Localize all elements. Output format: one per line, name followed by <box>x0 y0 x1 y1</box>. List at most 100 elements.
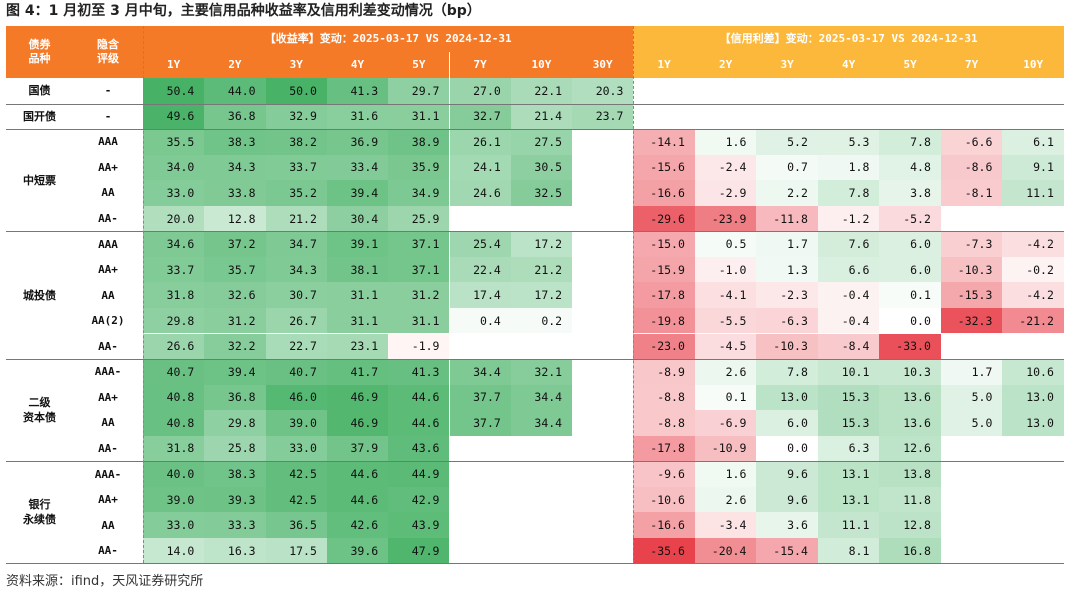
spread-value-cell: 10.3 <box>879 359 941 385</box>
yield-value-cell: 14.0 <box>143 537 205 564</box>
spread-value-cell: -0.4 <box>817 282 880 308</box>
spread-value-cell: 10.1 <box>817 359 880 385</box>
yield-tenor-header: 10Y <box>510 52 573 78</box>
spread-value-cell: -8.8 <box>633 410 695 436</box>
spread-value-cell: 0.7 <box>756 154 818 181</box>
yield-value-cell: 33.8 <box>204 180 266 206</box>
yield-value-cell: 42.9 <box>388 486 450 513</box>
yield-value-cell: 0.4 <box>449 307 511 334</box>
yield-value-cell: 32.5 <box>510 180 573 206</box>
spread-value-cell: 2.6 <box>694 359 757 385</box>
yield-value-cell: 50.0 <box>265 78 327 104</box>
yield-value-cell: 31.1 <box>326 307 389 334</box>
spread-value-cell: 0.1 <box>879 282 941 308</box>
spread-value-cell: -15.3 <box>940 282 1003 308</box>
yield-value-cell: 34.3 <box>265 256 327 283</box>
yield-value-cell: 38.9 <box>388 129 450 155</box>
yield-value-cell: 22.4 <box>449 256 511 283</box>
yield-value-cell: 30.5 <box>510 154 573 181</box>
spread-value-cell: 5.0 <box>940 384 1003 411</box>
spread-value-cell: -0.4 <box>817 307 880 334</box>
yield-value-cell: 35.5 <box>143 129 205 155</box>
yield-value-cell: 34.6 <box>143 231 205 257</box>
spread-value-cell: -15.4 <box>756 537 818 564</box>
yield-value-cell: 31.8 <box>143 435 205 462</box>
yield-value-cell: 29.8 <box>204 410 266 436</box>
spread-value-cell: -15.0 <box>633 231 695 257</box>
bond-type-label: 中短票 <box>23 173 56 187</box>
yield-value-cell: 21.4 <box>510 103 573 130</box>
spread-header-title: 【信用利差】变动：2025-03-17 VS 2024-12-31 <box>633 26 1064 52</box>
yield-value-cell: 24.6 <box>449 180 511 206</box>
rating-label: AA- <box>98 339 118 353</box>
spread-value-cell: -10.9 <box>694 435 757 462</box>
spread-value-cell: -32.3 <box>940 307 1003 334</box>
yield-header-title: 【收益率】变动：2025-03-17 VS 2024-12-31 <box>143 26 634 52</box>
spread-value-cell: -20.4 <box>694 537 757 564</box>
spread-value-cell: 13.0 <box>756 384 818 411</box>
yield-value-cell: 37.9 <box>326 435 389 462</box>
spread-value-cell: -8.1 <box>940 180 1003 206</box>
yield-value-cell: 39.4 <box>326 180 389 206</box>
spread-value-cell: 1.6 <box>694 461 757 487</box>
spread-value-cell: -2.9 <box>694 180 757 206</box>
spread-value-cell: -35.6 <box>633 537 695 564</box>
rating-label: AAA- <box>94 365 122 379</box>
spread-value-cell: -15.9 <box>633 256 695 283</box>
spread-value-cell: 6.0 <box>879 256 941 283</box>
spread-value-cell: 13.6 <box>879 384 941 411</box>
spread-value-cell: 16.8 <box>879 537 941 564</box>
yield-value-cell: 24.1 <box>449 154 511 181</box>
spread-value-cell: 13.1 <box>817 461 880 487</box>
yield-value-cell: 26.7 <box>265 307 327 334</box>
yield-value-cell: 34.3 <box>204 154 266 181</box>
spread-value-cell: 1.6 <box>694 129 757 155</box>
spread-value-cell: -33.0 <box>879 333 941 360</box>
spread-value-cell: -10.6 <box>633 486 695 513</box>
yield-value-cell: 29.7 <box>388 78 450 104</box>
spread-value-cell: 6.3 <box>817 435 880 462</box>
spread-tenor-header: 5Y <box>879 52 941 78</box>
spread-value-cell: 1.7 <box>940 359 1003 385</box>
rating-label: AA+ <box>98 390 118 404</box>
yield-value-cell: 34.9 <box>388 180 450 206</box>
spread-value-cell: 6.6 <box>817 256 880 283</box>
spread-tenor-header: 2Y <box>694 52 757 78</box>
column-header-bond-type: 债券 品种 <box>6 26 73 78</box>
yield-value-cell: 35.2 <box>265 180 327 206</box>
yield-value-cell: 23.7 <box>572 103 634 130</box>
spread-value-cell: 4.8 <box>879 154 941 181</box>
spread-value-cell: 13.0 <box>1002 410 1064 436</box>
bond-type-label: 国债 <box>28 84 51 98</box>
spread-value-cell: -5.5 <box>694 307 757 334</box>
spread-value-cell: -23.0 <box>633 333 695 360</box>
yield-value-cell: 0.2 <box>510 307 573 334</box>
yield-tenor-header: 1Y <box>143 52 205 78</box>
spread-value-cell: -19.8 <box>633 307 695 334</box>
spread-value-cell: 15.3 <box>817 410 880 436</box>
yield-value-cell: 37.1 <box>388 256 450 283</box>
spread-value-cell: -0.2 <box>1002 256 1064 283</box>
yield-value-cell: 39.6 <box>326 537 389 564</box>
spread-value-cell: 5.3 <box>817 129 880 155</box>
rating-label: AA <box>101 416 115 430</box>
spread-value-cell: 1.7 <box>756 231 818 257</box>
yield-tenor-header: 30Y <box>572 52 634 78</box>
rating-label: AA- <box>98 544 118 558</box>
yield-value-cell: 44.6 <box>388 410 450 436</box>
yield-value-cell: 17.2 <box>510 231 573 257</box>
spread-value-cell: 1.3 <box>756 256 818 283</box>
yield-value-cell: 33.7 <box>143 256 205 283</box>
source-note: 资料来源：ifind，天风证券研究所 <box>6 574 204 589</box>
yield-value-cell: 36.8 <box>204 384 266 411</box>
spread-value-cell: -2.4 <box>694 154 757 181</box>
spread-value-cell: 11.1 <box>817 512 880 538</box>
rating-label: AA+ <box>98 263 118 277</box>
bond-type-label: 城投债 <box>23 288 56 302</box>
yield-value-cell: 33.0 <box>143 512 205 538</box>
spread-value-cell: -15.6 <box>633 154 695 181</box>
spread-value-cell: -5.2 <box>879 205 941 232</box>
spread-value-cell: -17.8 <box>633 282 695 308</box>
yield-value-cell: 35.7 <box>204 256 266 283</box>
group-divider <box>6 461 1064 463</box>
